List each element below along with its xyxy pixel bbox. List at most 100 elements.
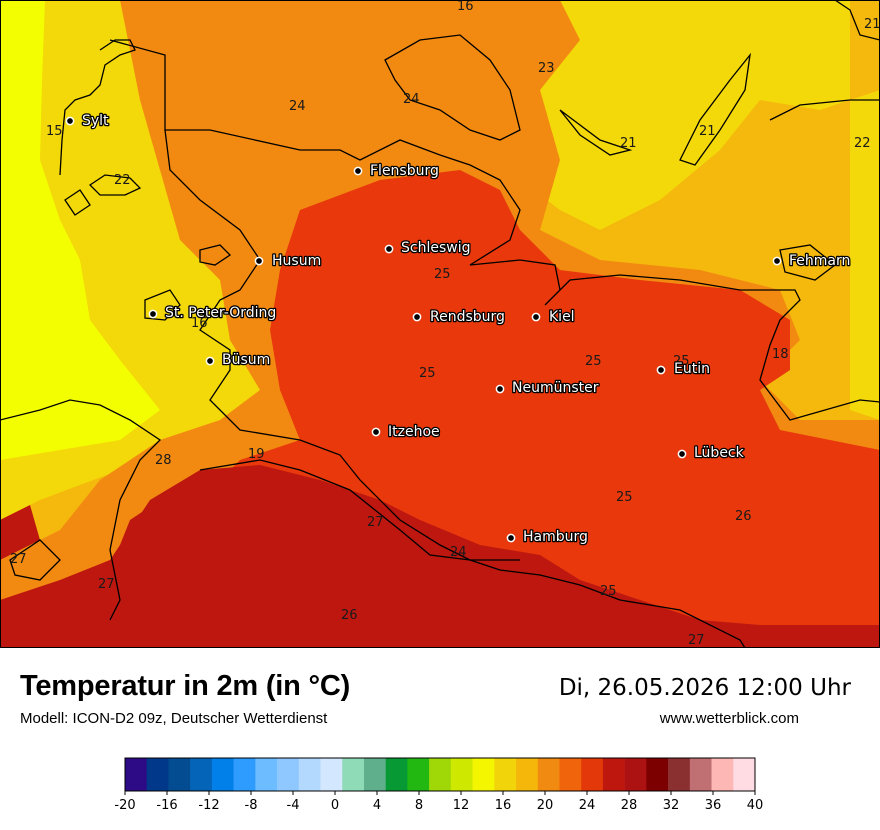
legend-swatch	[385, 758, 408, 791]
legend-swatch	[429, 758, 452, 791]
value-label: 21	[620, 136, 637, 151]
legend-tick-label: -4	[287, 798, 300, 813]
value-label: 22	[114, 173, 131, 188]
value-label: 18	[772, 347, 789, 362]
value-label: 28	[155, 453, 172, 468]
legend-tick-label: 0	[331, 798, 339, 813]
city-schleswig: Schleswig	[384, 239, 472, 257]
city-label: Lübeck	[694, 445, 745, 461]
value-label: 25	[434, 267, 451, 282]
city-label: Itzehoe	[388, 424, 440, 440]
legend-swatch	[624, 758, 647, 791]
city-label: Kiel	[549, 309, 575, 325]
legend-tick-label: -20	[114, 798, 135, 813]
legend-swatch	[646, 758, 669, 791]
legend-swatch	[168, 758, 191, 791]
legend-swatch	[450, 758, 473, 791]
legend-swatch	[668, 758, 691, 791]
city-label: Neumünster	[512, 380, 599, 396]
city-label: Rendsburg	[430, 309, 505, 325]
legend-swatch	[277, 758, 300, 791]
city-label: St. Peter-Ording	[165, 305, 276, 321]
model-source: Modell: ICON-D2 09z, Deutscher Wetterdie…	[20, 710, 328, 727]
value-label: 16	[191, 316, 208, 331]
legend-swatch	[494, 758, 517, 791]
legend-tick-label: 20	[537, 798, 554, 813]
temperature-map: 16 21 23 24 24 15 21 21 22 22 25 16 25 2…	[0, 0, 880, 648]
legend-swatch	[407, 758, 430, 791]
legend-tick-label: -16	[156, 798, 177, 813]
website-link[interactable]: www.wetterblick.com	[659, 710, 799, 727]
band-dark-red-2	[110, 480, 240, 580]
legend-swatch	[689, 758, 712, 791]
city-buesum: Büsum	[205, 351, 272, 369]
legend-tick-label: 4	[373, 798, 381, 813]
legend-tick-label: 40	[747, 798, 764, 813]
legend-swatch	[363, 758, 386, 791]
value-label: 24	[450, 545, 467, 560]
legend-tick-label: 36	[705, 798, 722, 813]
city-label: Eutin	[674, 361, 710, 377]
value-label: 27	[10, 552, 27, 567]
legend-tick-label: 24	[579, 798, 596, 813]
legend-tick-label: 12	[453, 798, 470, 813]
city-sylt: Sylt	[65, 112, 110, 130]
city-label: Hamburg	[523, 529, 588, 545]
value-label: 25	[616, 490, 633, 505]
city-fehmarn: Fehmarn	[772, 252, 852, 270]
legend-swatch	[255, 758, 278, 791]
legend-tick-label: -8	[245, 798, 258, 813]
color-legend: -20 -16 -12 -8 -4 0 4 8 12 16 20 24 28 32 36 40	[114, 757, 764, 813]
legend-swatch	[472, 758, 495, 791]
band-dark-red-3	[0, 505, 40, 560]
value-label: 26	[735, 509, 752, 524]
city-st-peter-ording: St. Peter-Ording	[148, 304, 278, 322]
city-label: Fehmarn	[789, 253, 850, 269]
value-labels: 16 21 23 24 24 15 21 21 22 22 25 16 25 2…	[10, 0, 880, 648]
legend-swatch	[537, 758, 560, 791]
value-label: 24	[289, 99, 306, 114]
city-luebeck: Lübeck	[677, 444, 746, 462]
value-label: 19	[248, 447, 265, 462]
value-label: 22	[854, 136, 871, 151]
city-label: Flensburg	[370, 163, 439, 179]
forecast-datetime: Di, 26.05.2026 12:00 Uhr	[558, 675, 851, 701]
legend-swatch	[190, 758, 213, 791]
value-label: 24	[403, 92, 420, 107]
value-label: 26	[341, 608, 358, 623]
value-label: 21	[864, 17, 880, 32]
legend-border	[124, 757, 756, 792]
legend-swatch	[602, 758, 625, 791]
legend-swatch	[733, 758, 756, 791]
city-eutin: Eutin	[656, 360, 711, 378]
legend-swatch	[211, 758, 234, 791]
city-label: Büsum	[222, 352, 270, 368]
value-label: 23	[538, 61, 555, 76]
city-hamburg: Hamburg	[506, 528, 589, 546]
legend-swatches	[125, 758, 756, 791]
value-label: 25	[600, 584, 617, 599]
city-markers: Sylt Flensburg Schleswig Husum St. Peter…	[65, 112, 852, 546]
legend-swatch	[581, 758, 604, 791]
legend-swatch	[559, 758, 582, 791]
city-itzehoe: Itzehoe	[371, 423, 441, 441]
legend-swatch	[233, 758, 256, 791]
legend-swatch	[298, 758, 321, 791]
value-label: 16	[457, 0, 474, 14]
legend-tick-label: 28	[621, 798, 638, 813]
legend-tick-label: 8	[415, 798, 423, 813]
legend-swatch	[342, 758, 365, 791]
value-label: 25	[419, 366, 436, 381]
city-label: Husum	[272, 253, 321, 269]
legend-swatch	[125, 758, 148, 791]
value-label: 27	[367, 515, 384, 530]
value-label: 21	[699, 124, 716, 139]
city-husum: Husum	[254, 252, 323, 270]
city-kiel: Kiel	[531, 308, 576, 326]
legend-swatch	[320, 758, 343, 791]
city-flensburg: Flensburg	[353, 162, 440, 180]
city-label: Schleswig	[401, 240, 470, 256]
value-label: 25	[673, 354, 690, 369]
city-rendsburg: Rendsburg	[412, 308, 506, 326]
value-label: 27	[98, 577, 115, 592]
